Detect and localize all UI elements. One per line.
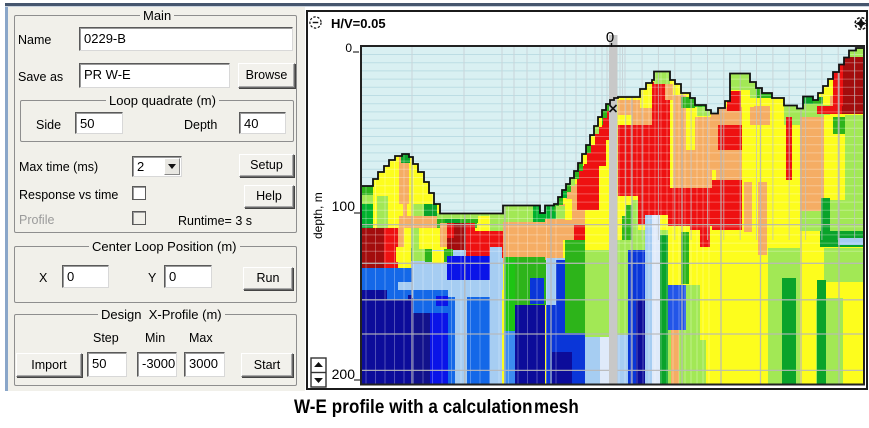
svg-text:200: 200: [332, 366, 356, 382]
svg-text:0: 0: [606, 29, 614, 46]
svg-text:0: 0: [345, 41, 352, 55]
svg-text:depth, m: depth, m: [311, 192, 325, 239]
svg-text:100: 100: [332, 198, 356, 214]
svg-text:H/V=0.05: H/V=0.05: [331, 16, 386, 31]
